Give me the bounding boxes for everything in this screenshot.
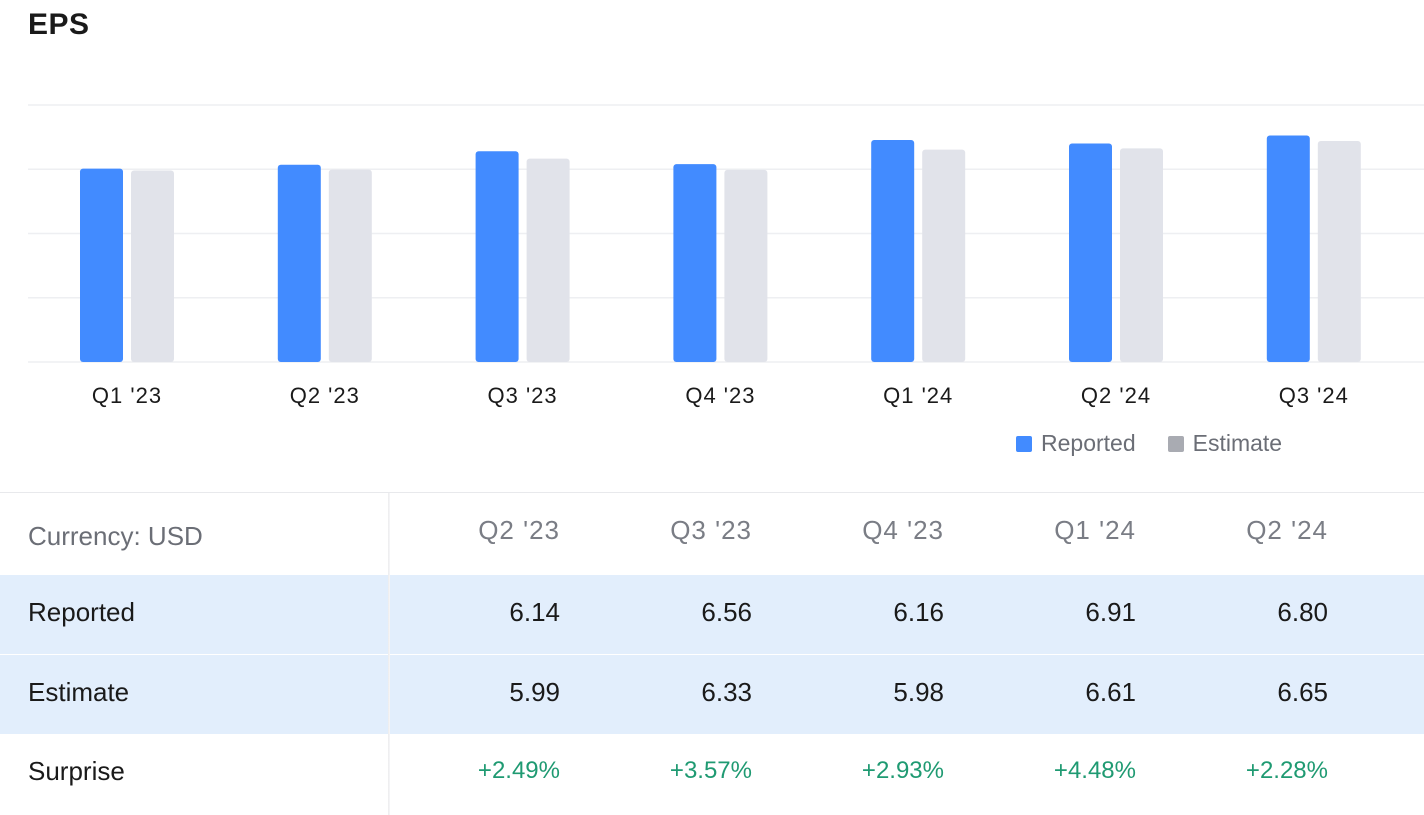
x-tick-label: Q1 '24 bbox=[883, 383, 953, 408]
row-label: Reported bbox=[28, 597, 135, 627]
column-divider bbox=[388, 493, 390, 815]
surprise-value: +2.49% bbox=[477, 757, 560, 784]
x-tick-label: Q3 '23 bbox=[488, 383, 558, 408]
surprise-value: +3.57% bbox=[669, 757, 752, 784]
x-tick-label: Q4 '23 bbox=[685, 383, 755, 408]
chart-legend: Reported Estimate bbox=[1016, 430, 1282, 457]
bar-estimate[interactable] bbox=[922, 149, 966, 362]
column-header: Q3 '23 bbox=[670, 515, 752, 545]
table-cell: 6.14 bbox=[509, 597, 560, 627]
table-cell: 6.16 bbox=[893, 597, 944, 627]
row-label: Surprise bbox=[28, 756, 125, 786]
legend-item-estimate[interactable]: Estimate bbox=[1167, 430, 1283, 457]
bar-estimate[interactable] bbox=[1317, 140, 1361, 362]
column-header: Q2 '23 bbox=[478, 515, 560, 545]
eps-table: Currency: USD Q2 '23 Q3 '23 Q4 '23 Q1 '2… bbox=[0, 492, 1424, 815]
table-cell: 6.65 bbox=[1277, 677, 1328, 707]
bar-reported[interactable] bbox=[1069, 143, 1112, 362]
bar-reported[interactable] bbox=[871, 140, 915, 362]
legend-swatch-estimate bbox=[1167, 435, 1184, 452]
table-row-estimate: Estimate 5.99 6.33 5.98 6.61 6.65 bbox=[0, 655, 1424, 734]
row-label: Estimate bbox=[28, 677, 130, 707]
x-tick-label: Q1 '23 bbox=[92, 383, 162, 408]
bar-reported[interactable] bbox=[277, 164, 321, 362]
eps-bar-chart: Q1 '23 Q2 '23 Q3 '23 Q4 '23 Q1 '24 Q2 '24 Q3 '… bbox=[28, 104, 1424, 408]
x-tick-label: Q2 '23 bbox=[290, 383, 360, 408]
table-row-surprise: Surprise +2.49% +3.57% +2.93% +4.48% +2.… bbox=[0, 734, 1424, 815]
surprise-value: +4.48% bbox=[1053, 757, 1136, 784]
bar-estimate[interactable] bbox=[131, 170, 174, 362]
table-cell: 6.33 bbox=[701, 677, 752, 707]
bar-reported[interactable] bbox=[475, 151, 519, 362]
surprise-value: +2.93% bbox=[861, 757, 944, 784]
bar-reported[interactable] bbox=[1266, 135, 1310, 362]
bar-reported[interactable] bbox=[80, 168, 123, 362]
table-header-row: Currency: USD Q2 '23 Q3 '23 Q4 '23 Q1 '2… bbox=[0, 493, 1424, 575]
legend-label-reported: Reported bbox=[1041, 430, 1136, 456]
legend-label-estimate: Estimate bbox=[1192, 430, 1283, 456]
legend-item-reported[interactable]: Reported bbox=[1016, 430, 1136, 457]
bar-estimate[interactable] bbox=[724, 169, 768, 362]
column-header: Q2 '24 bbox=[1246, 515, 1328, 545]
surprise-value: +2.28% bbox=[1245, 757, 1328, 784]
table-cell: 6.56 bbox=[701, 597, 752, 627]
chart-title: EPS bbox=[28, 8, 90, 41]
bar-estimate[interactable] bbox=[328, 169, 372, 362]
legend-swatch-reported bbox=[1016, 435, 1032, 452]
bar-estimate[interactable] bbox=[526, 158, 570, 362]
bar-reported[interactable] bbox=[673, 164, 717, 362]
table-cell: 5.98 bbox=[893, 677, 944, 707]
column-header: Q1 '24 bbox=[1054, 515, 1136, 545]
x-tick-label: Q2 '24 bbox=[1081, 383, 1151, 408]
table-cell: 6.61 bbox=[1085, 677, 1136, 707]
currency-label: Currency: USD bbox=[28, 521, 203, 551]
bar-estimate[interactable] bbox=[1120, 148, 1163, 362]
x-tick-label: Q3 '24 bbox=[1279, 383, 1349, 408]
table-row-reported: Reported 6.14 6.56 6.16 6.91 6.80 bbox=[0, 575, 1424, 654]
table-cell: 6.91 bbox=[1085, 597, 1136, 627]
table-cell: 5.99 bbox=[509, 677, 560, 707]
table-cell: 6.80 bbox=[1277, 597, 1328, 627]
column-header: Q4 '23 bbox=[862, 515, 944, 545]
